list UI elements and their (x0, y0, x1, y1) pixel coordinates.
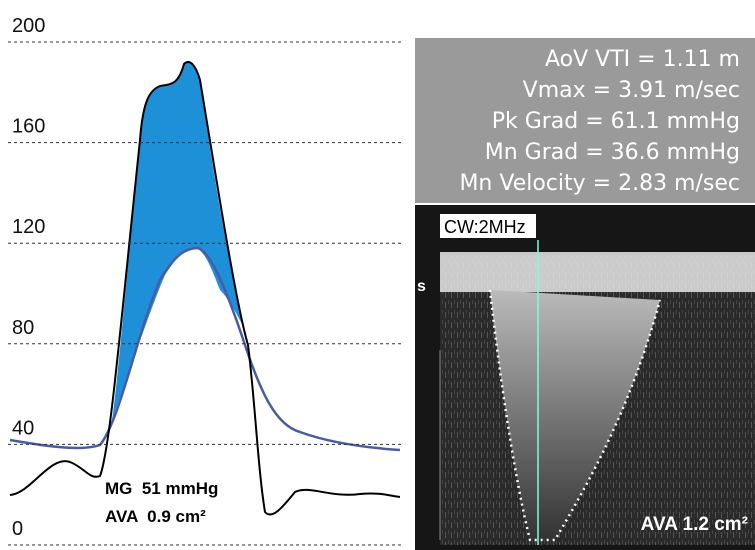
y-tick-label: 0 (12, 518, 23, 540)
baseline-band (440, 252, 755, 292)
figure: MG 51 mmHg AVA 0.9 cm² 0 40 80 120 160 200 CW… (0, 0, 755, 550)
y-tick-label: 80 (12, 317, 34, 339)
y-tick-label: 40 (12, 417, 34, 439)
mg-label: MG 51 mmHg (105, 479, 218, 498)
ava-echo-label: AVA 1.2 cm² (641, 514, 748, 535)
y-tick-label: 200 (12, 15, 45, 37)
y-tick-label: 120 (12, 216, 45, 238)
measurement: Mn Grad = 36.6 mmHg (485, 140, 740, 165)
measurement: Mn Velocity = 2.83 m/sec (459, 171, 740, 196)
baseline-marker: s (417, 278, 426, 295)
measurement: AoV VTI = 1.11 m (545, 47, 740, 72)
measurement: Vmax = 3.91 m/sec (523, 78, 740, 103)
y-tick-label: 160 (12, 116, 45, 138)
measurement: Pk Grad = 61.1 mmHg (492, 109, 740, 134)
probe-label: CW:2MHz (444, 217, 526, 237)
ava-label: AVA 0.9 cm² (105, 507, 206, 526)
